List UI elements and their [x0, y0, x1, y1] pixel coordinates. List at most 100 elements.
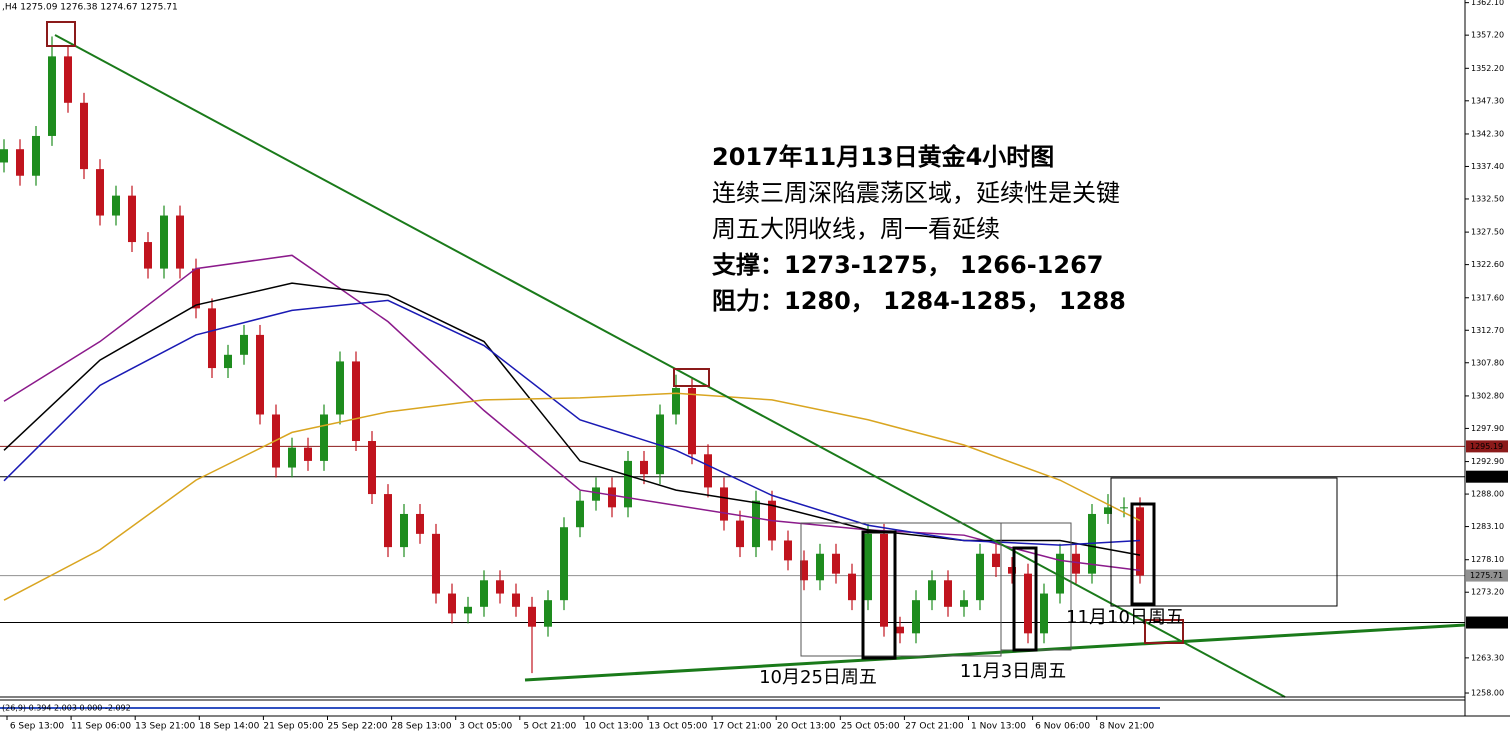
y-tick-label: 1317.60 [1471, 293, 1504, 302]
candle-body [160, 215, 168, 269]
x-tick-label: 6 Nov 06:00 [1035, 722, 1090, 732]
candle-body [560, 527, 568, 601]
y-tick-label: 1342.30 [1471, 129, 1504, 138]
candle-body [640, 460, 648, 475]
y-tick-label: 1283.10 [1471, 522, 1504, 531]
candle-body [208, 308, 216, 369]
candle-body [1136, 507, 1144, 576]
candle-body [256, 334, 264, 415]
candle-body [304, 447, 312, 461]
candle-body [624, 460, 632, 508]
candle-body [176, 215, 184, 269]
marker-box [1144, 619, 1184, 644]
marker-box [673, 368, 710, 387]
candle-body [192, 268, 200, 309]
candle-body [1008, 567, 1016, 574]
y-tick-label: 1332.50 [1471, 194, 1504, 203]
y-tick-label: 1297.90 [1471, 424, 1504, 433]
candle-body [512, 593, 520, 607]
candle-body [912, 600, 920, 634]
level-label: 1290.62 [1470, 472, 1503, 481]
candle-body [992, 553, 1000, 568]
candle-body [368, 441, 376, 495]
x-tick-label: 25 Oct 05:00 [841, 722, 900, 732]
level-label: 1268.63 [1470, 618, 1503, 627]
candle-body [352, 361, 360, 442]
highlight-box [861, 530, 897, 660]
candle-body [32, 135, 40, 176]
candle-body [960, 600, 968, 607]
y-tick-label: 1337.40 [1471, 162, 1504, 171]
candle-body [288, 447, 296, 468]
candle-body [576, 500, 584, 528]
candle-body [1120, 507, 1128, 509]
candle-body [928, 580, 936, 601]
x-tick-label: 25 Sep 22:00 [327, 722, 387, 732]
y-tick-label: 1357.20 [1471, 31, 1504, 40]
candle-body [656, 414, 664, 475]
plot-area [0, 36, 1465, 674]
y-tick-label: 1352.20 [1471, 64, 1504, 73]
candle-body [320, 414, 328, 461]
candle-body [704, 454, 712, 488]
candle-body [496, 580, 504, 594]
level-label-bg [1466, 616, 1508, 629]
highlight-box [1130, 502, 1156, 606]
candle-body [1104, 507, 1112, 514]
x-tick-label: 20 Oct 13:00 [777, 722, 836, 732]
candle-body [832, 553, 840, 574]
x-tick-label: 13 Oct 05:00 [649, 722, 708, 732]
level-label: 1275.71 [1470, 571, 1503, 580]
annotation-title: 2017年11月13日黄金4小时图 [712, 143, 1054, 171]
header: ,H4 1275.09 1276.38 1274.67 1275.71 [2, 3, 178, 13]
candle-body [448, 593, 456, 614]
y-tick-label: 1258.00 [1471, 689, 1504, 698]
candle-body [816, 553, 824, 581]
candle-body [240, 334, 248, 355]
candle-body [736, 520, 744, 548]
y-tick-label: 1307.80 [1471, 358, 1504, 367]
candle-body [896, 626, 904, 634]
y-tick-label: 1273.20 [1471, 588, 1504, 597]
x-tick-label: 6 Sep 13:00 [10, 722, 65, 732]
y-tick-label: 1362.10 [1471, 0, 1504, 7]
y-tick-label: 1288.00 [1471, 490, 1504, 499]
candle-body [784, 540, 792, 561]
candle-body [384, 494, 392, 548]
candle-body [672, 387, 680, 415]
x-tick-label: 3 Oct 05:00 [459, 722, 512, 732]
candle-body [432, 533, 440, 594]
candle-body [1024, 573, 1032, 634]
y-tick-label: 1278.10 [1471, 555, 1504, 564]
trend-line [524, 623, 1466, 682]
x-tick-label: 13 Sep 21:00 [135, 722, 195, 732]
candle-body [1056, 553, 1064, 594]
candle-body [944, 580, 952, 607]
candle-body [64, 56, 72, 103]
annotation-line: 周五大阴收线，周一看延续 [712, 215, 1000, 243]
candle-body [608, 487, 616, 508]
candle-body [96, 169, 104, 216]
level-label-bg [1466, 569, 1508, 582]
x-tick-label: 11 Sep 06:00 [71, 722, 131, 732]
y-tick-label: 1322.60 [1471, 260, 1504, 269]
candle-body [464, 606, 472, 614]
candle-body [720, 487, 728, 521]
candle-body [80, 102, 88, 170]
annotation-line: 阻力：1280， 1284-1285， 1288 [712, 287, 1126, 315]
candle-body [48, 56, 56, 136]
candle-body [976, 553, 984, 601]
x-tick-label: 18 Sep 14:00 [199, 722, 259, 732]
candle-body [688, 387, 696, 455]
marker-box [46, 21, 76, 47]
candle-body [128, 195, 136, 243]
x-tick-label: 5 Oct 21:00 [523, 722, 576, 732]
candle-body [400, 513, 408, 548]
candle-body [864, 533, 872, 601]
level-label-bg [1466, 470, 1508, 483]
y-tick-label: 1302.80 [1471, 391, 1504, 400]
period-label: 10月25日周五 [759, 667, 877, 688]
candle-body [1040, 593, 1048, 634]
level-label: 1295.19 [1470, 442, 1503, 451]
